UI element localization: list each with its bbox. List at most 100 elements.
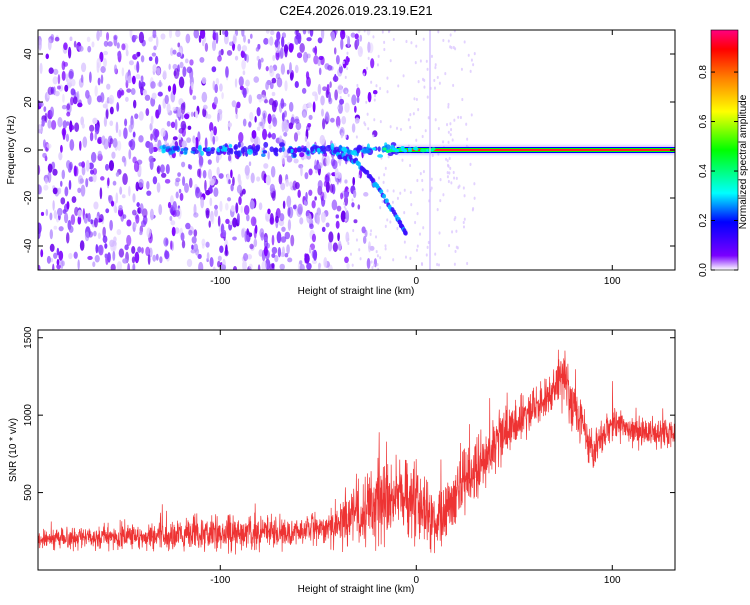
spectrogram-noise-cell xyxy=(100,65,106,74)
spectrogram-noise-cell xyxy=(330,117,335,123)
spectrogram-noise-cell xyxy=(141,247,144,254)
spectrogram-noise-cell xyxy=(188,229,193,236)
spectrogram-noise-cell xyxy=(344,208,347,212)
spectrogram-noise-cell xyxy=(281,154,286,165)
spectrogram-noise-cell xyxy=(381,199,384,204)
spectrogram-noise-cell xyxy=(315,168,318,174)
spectrogram-noise-cell xyxy=(357,174,360,178)
spectrogram-noise-cell xyxy=(455,229,458,233)
spectrogram-feature-cell xyxy=(206,151,212,157)
spectrogram-noise-cell xyxy=(297,203,303,215)
spectrogram-feature-cell xyxy=(301,147,307,153)
spectrogram-noise-cell xyxy=(65,133,70,142)
spectrogram-noise-cell xyxy=(213,125,217,136)
spectrogram-noise-cell xyxy=(344,218,347,222)
spectrogram-noise-cell xyxy=(270,30,275,36)
spectrogram-feature-cell xyxy=(279,142,285,147)
spectrogram-noise-cell xyxy=(56,247,60,256)
spectrogram-noise-cell xyxy=(179,61,184,69)
spectrogram-noise-cell xyxy=(121,43,126,51)
spectrogram-noise-cell xyxy=(434,252,437,256)
spectrogram-noise-cell xyxy=(241,59,246,70)
spectrogram-noise-cell xyxy=(94,85,98,97)
spectrogram-noise-cell xyxy=(405,39,408,44)
colorbar-gradient xyxy=(711,30,738,270)
spectrogram-noise-cell xyxy=(271,77,277,84)
spectrogram-noise-cell xyxy=(48,67,54,75)
spectrogram-noise-cell xyxy=(116,102,120,112)
spectrogram-noise-cell xyxy=(73,89,77,99)
spectrogram-noise-cell xyxy=(268,124,272,130)
spectrogram-noise-cell xyxy=(105,31,110,41)
spectrogram-noise-cell xyxy=(436,208,439,212)
spectrogram-noise-cell xyxy=(452,83,455,88)
spectrogram-noise-cell xyxy=(132,193,136,203)
spectrogram-noise-cell xyxy=(241,228,245,238)
spectrogram-noise-cell xyxy=(152,64,157,73)
spectrogram-noise-cell xyxy=(236,101,241,109)
spectrogram-noise-cell xyxy=(333,47,337,55)
spectrogram-noise-cell xyxy=(209,256,214,268)
spectrogram-feature-cell xyxy=(413,147,418,151)
spectrogram-noise-cell xyxy=(113,201,117,213)
spectrogram-noise-cell xyxy=(340,38,344,50)
spectrogram-noise-cell xyxy=(403,240,406,244)
spectrogram-noise-cell xyxy=(57,85,61,90)
spectrogram-noise-cell xyxy=(410,41,413,45)
spectrogram-noise-cell xyxy=(214,83,218,94)
spectrogram-noise-cell xyxy=(68,252,73,260)
spectrogram-noise-cell xyxy=(384,244,387,248)
spectrogram-noise-cell xyxy=(422,77,425,81)
spectrogram-noise-cell xyxy=(201,77,207,84)
spectrogram-noise-cell xyxy=(213,96,218,105)
spectrogram-noise-cell xyxy=(96,57,102,69)
spectrogram-noise-cell xyxy=(391,200,394,204)
spectrogram-noise-cell xyxy=(423,85,426,89)
spectrogram-noise-cell xyxy=(243,204,250,215)
spectrogram-panel: -100 0 100 -40 -20 0 20 40 Height of straight l… xyxy=(6,29,676,297)
spectrogram-noise-cell xyxy=(278,174,283,185)
spectrogram-noise-cell xyxy=(89,134,93,141)
spectrogram-noise-cell xyxy=(284,253,289,258)
spectrogram-noise-cell xyxy=(334,89,338,101)
spectrogram-noise-cell xyxy=(361,226,366,234)
spectrogram-feature-cell xyxy=(236,150,241,158)
spectrogram-noise-cell xyxy=(182,176,186,187)
spectrogram-noise-cell xyxy=(166,103,171,113)
spectrogram-noise-cell xyxy=(131,209,137,216)
spectrogram-noise-cell xyxy=(337,125,340,129)
spectrogram-noise-cell xyxy=(433,78,436,83)
spectrogram-noise-cell xyxy=(97,77,101,86)
spectrogram-noise-cell xyxy=(202,170,207,179)
spectrogram-noise-cell xyxy=(453,118,456,122)
colorbar: 0.0 0.2 0.4 0.6 0.8 Normalized spectral ampl… xyxy=(698,29,749,277)
spectrogram-noise-cell xyxy=(450,181,453,185)
spectrogram-noise-cell xyxy=(74,122,80,133)
spectrogram-noise-cell xyxy=(248,161,252,167)
spectrogram-noise-cell xyxy=(222,30,225,35)
spectrogram-noise-cell xyxy=(128,60,134,66)
snr-y-label: SNR (10 * v/v) xyxy=(8,418,19,482)
spectrogram-noise-cell xyxy=(115,121,119,134)
spectrogram-noise-cell xyxy=(86,36,91,43)
spectrogram-noise-cell xyxy=(38,164,41,176)
spectrogram-noise-cell xyxy=(326,172,331,178)
spectrogram-noise-cell xyxy=(450,127,453,132)
spectrogram-noise-cell xyxy=(152,30,157,39)
spectrogram-noise-cell xyxy=(281,112,285,122)
spectrogram-noise-cell xyxy=(248,121,252,128)
spectrogram-noise-cell xyxy=(271,262,275,269)
spectrogram-noise-cell xyxy=(136,60,140,73)
spectrogram-noise-cell xyxy=(61,104,67,110)
spectrogram-noise-cell xyxy=(280,98,285,109)
spectrogram-noise-cell xyxy=(236,213,240,224)
spectrogram-noise-cell xyxy=(181,161,186,168)
spectrogram-feature-cell xyxy=(263,141,269,148)
spectrogram-noise-cell xyxy=(205,189,211,196)
spectrogram-noise-cell xyxy=(63,42,68,51)
spectrogram-noise-cell xyxy=(107,177,110,187)
spectrogram-feature-cell xyxy=(278,147,283,153)
spectrogram-noise-cell xyxy=(174,119,178,131)
spectrogram-noise-cell xyxy=(370,229,373,233)
